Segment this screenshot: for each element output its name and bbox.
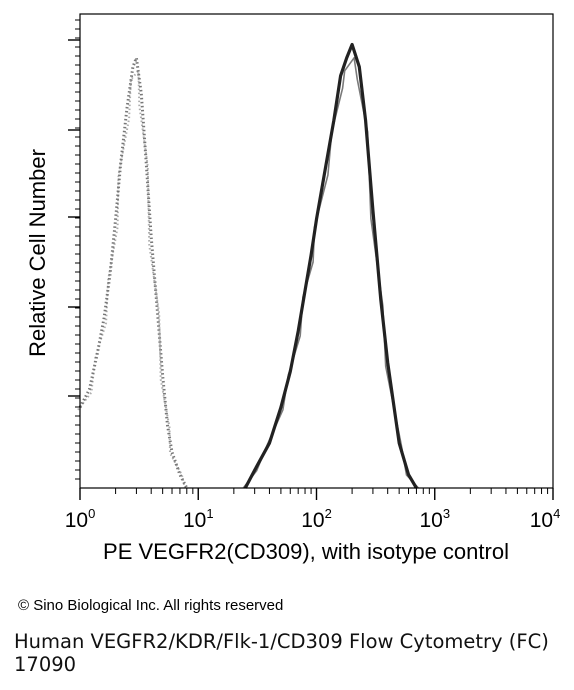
- x-tick-label: 103: [419, 506, 450, 532]
- series-isotype-control-texture: [77, 69, 186, 489]
- series-isotype-control-line: [78, 56, 189, 489]
- x-tick-label: 101: [183, 506, 214, 532]
- x-tick-label: 100: [65, 506, 96, 532]
- copyright-notice: © Sino Biological Inc. All rights reserv…: [18, 597, 284, 614]
- y-tick-marks: [68, 19, 80, 480]
- figure-caption: Human VEGFR2/KDR/Flk-1/CD309 Flow Cytome…: [14, 630, 574, 676]
- y-axis-label: Relative Cell Number: [25, 149, 50, 357]
- histogram-series: [77, 42, 419, 489]
- x-tick-label: 104: [530, 506, 561, 532]
- flow-cytometry-histogram: 100 101 102 103 104 Relative Cell Number PE …: [25, 13, 561, 564]
- series-vegfr2-texture: [242, 56, 419, 489]
- caption-id: 17090: [14, 653, 77, 676]
- x-tick-labels: 100 101 102 103 104: [65, 506, 561, 532]
- series-vegfr2-line: [243, 42, 418, 489]
- caption-title: Human VEGFR2/KDR/Flk-1/CD309 Flow Cytome…: [14, 630, 549, 653]
- x-axis-label: PE VEGFR2(CD309), with isotype control: [103, 539, 509, 564]
- x-tick-marks: [79, 488, 554, 500]
- x-tick-label: 102: [301, 506, 332, 532]
